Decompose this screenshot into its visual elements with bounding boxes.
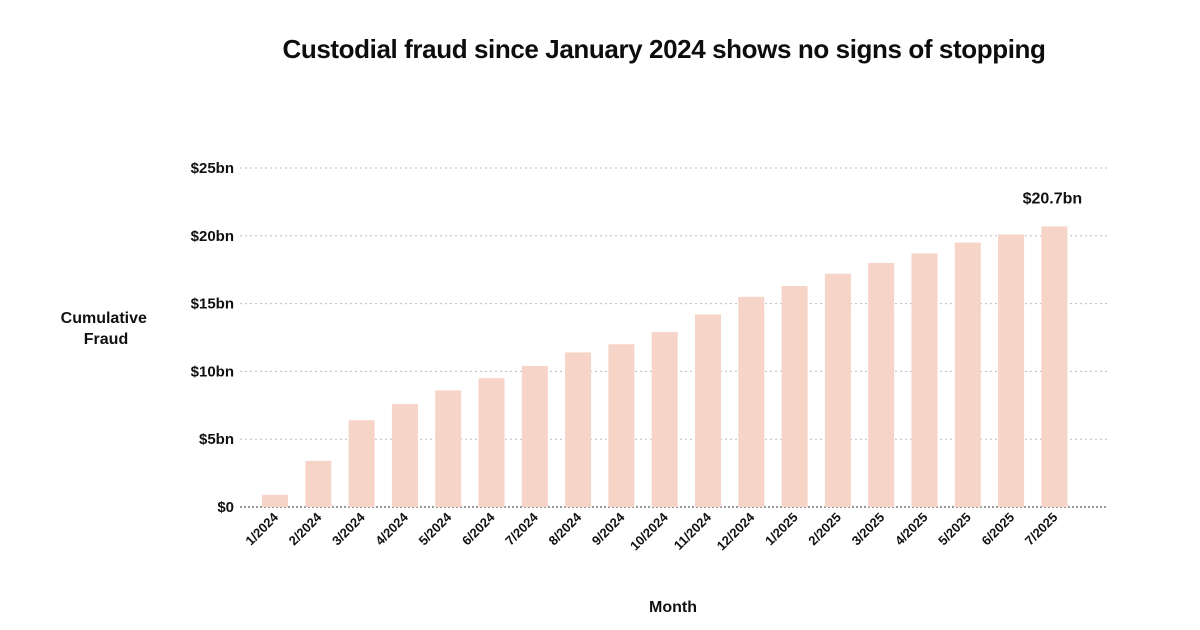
bar xyxy=(391,403,418,507)
bar xyxy=(262,494,288,507)
x-tick-label: 8/2024 xyxy=(545,509,584,548)
x-axis-tick-labels: 1/2024 2/2024 3/2024 4/2024 5/2024 6/2024 7/20… xyxy=(242,509,1060,553)
x-tick-label: 2/2025 xyxy=(805,510,844,549)
x-tick-label: 5/2024 xyxy=(416,509,455,548)
bar xyxy=(824,273,851,507)
x-tick-label: 6/2025 xyxy=(978,510,1017,549)
x-tick-label: 6/2024 xyxy=(459,509,498,548)
chart-title: Custodial fraud since January 2024 shows… xyxy=(283,34,1046,64)
y-axis-title: Cumulative Fraud xyxy=(61,310,152,348)
data-labels: $20.7bn xyxy=(1023,190,1083,207)
bars xyxy=(262,226,1068,508)
x-tick-label: 4/2024 xyxy=(372,509,411,548)
bar xyxy=(998,234,1025,507)
x-tick-label: 7/2024 xyxy=(502,509,541,548)
bar xyxy=(608,344,635,507)
bar xyxy=(348,420,375,507)
y-tick-label: $10bn xyxy=(191,363,234,380)
x-tick-label: 7/2025 xyxy=(1022,510,1061,549)
x-axis-title: Month xyxy=(649,599,697,616)
bar xyxy=(781,285,808,507)
x-tick-label: 3/2024 xyxy=(329,509,368,548)
x-tick-label: 12/2024 xyxy=(714,509,758,553)
data-label: $20.7bn xyxy=(1023,190,1083,207)
bar xyxy=(521,365,548,507)
bar xyxy=(565,352,592,507)
bar xyxy=(651,332,678,507)
y-axis-title-line-1: Cumulative xyxy=(61,310,147,327)
x-tick-label: 1/2024 xyxy=(242,509,281,548)
x-tick-label: 3/2025 xyxy=(849,510,888,549)
y-tick-label: $25bn xyxy=(191,160,234,177)
x-tick-label: 11/2024 xyxy=(671,509,715,553)
bar xyxy=(305,460,332,507)
x-tick-label: 2/2024 xyxy=(286,509,325,548)
x-tick-label: 5/2025 xyxy=(935,510,974,549)
bar xyxy=(478,378,505,507)
y-axis-title-line-2: Fraud xyxy=(84,331,128,348)
y-tick-label: $20bn xyxy=(191,228,234,245)
y-tick-label: $5bn xyxy=(199,431,234,448)
x-tick-label: 4/2025 xyxy=(892,510,931,549)
y-axis-tick-labels: $0 $5bn $10bn $15bn $20bn $25bn xyxy=(191,160,234,516)
bar xyxy=(954,242,981,507)
bar xyxy=(1041,226,1068,508)
x-tick-label: 9/2024 xyxy=(589,509,628,548)
bar xyxy=(738,296,765,507)
bar xyxy=(911,253,938,507)
x-tick-label: 1/2025 xyxy=(762,510,801,549)
bar xyxy=(435,390,462,507)
y-tick-label: $15bn xyxy=(191,296,234,313)
x-tick-label: 10/2024 xyxy=(627,509,671,553)
y-tick-label: $0 xyxy=(217,499,234,516)
bar xyxy=(695,314,721,507)
bar xyxy=(868,262,895,507)
